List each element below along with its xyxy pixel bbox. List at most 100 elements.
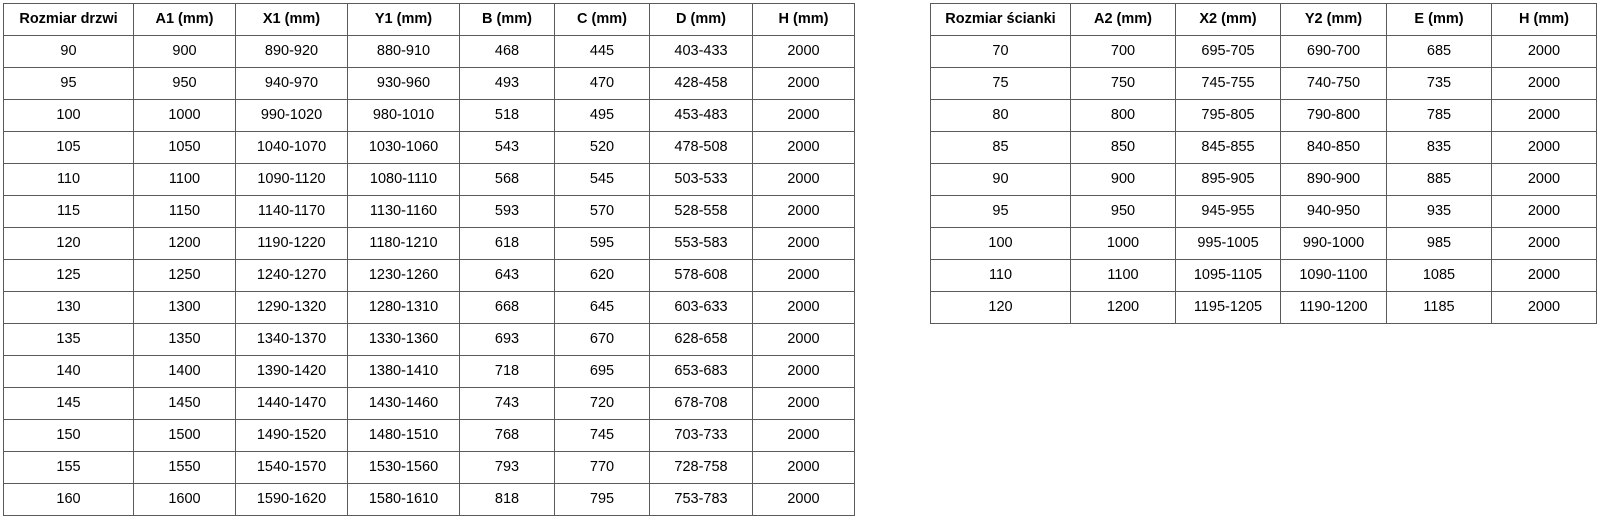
wall-table-row-cell: 985	[1386, 227, 1492, 260]
doors-table-row-cell: 1350	[133, 323, 236, 356]
doors-table-row-cell: 545	[554, 163, 650, 196]
doors-header-cell-5: C (mm)	[554, 3, 650, 36]
wall-table-row-cell: 1090-1100	[1280, 259, 1387, 292]
doors-header-cell-7: H (mm)	[752, 3, 855, 36]
doors-table-row-cell: 90	[3, 35, 134, 68]
doors-table-row-cell: 618	[459, 227, 555, 260]
doors-table-row-cell: 2000	[752, 195, 855, 228]
doors-table-row-cell: 2000	[752, 451, 855, 484]
wall-table-row-cell: 740-750	[1280, 67, 1387, 100]
doors-table-row-cell: 793	[459, 451, 555, 484]
doors-table-row-cell: 668	[459, 291, 555, 324]
wall-panel-size-specification-table: Rozmiar ścianki A2 (mm) X2 (mm) Y2 (mm) E (m…	[930, 3, 1597, 324]
wall-header-cell-1: A2 (mm)	[1070, 3, 1176, 36]
doors-table-row-cell: 2000	[752, 163, 855, 196]
wall-table-row-cell: 750	[1070, 67, 1176, 100]
doors-table-row-cell: 620	[554, 259, 650, 292]
wall-table-row-cell: 785	[1386, 99, 1492, 132]
doors-table-row-cell: 1540-1570	[235, 451, 348, 484]
doors-table-row-cell: 595	[554, 227, 650, 260]
doors-table-row-cell: 2000	[752, 227, 855, 260]
wall-table-row-cell: 2000	[1491, 35, 1597, 68]
doors-table-row-cell: 745	[554, 419, 650, 452]
doors-table-row: 135 1350 1340-1370 1330-1360 693 670 628-658 20…	[3, 323, 855, 356]
doors-table-row-cell: 1140-1170	[235, 195, 348, 228]
doors-table-row-cell: 1130-1160	[347, 195, 460, 228]
wall-table-row-cell: 800	[1070, 99, 1176, 132]
doors-table-row-cell: 1440-1470	[235, 387, 348, 420]
doors-table-row-cell: 110	[3, 163, 134, 196]
wall-table-row-cell: 1085	[1386, 259, 1492, 292]
wall-table-row-cell: 2000	[1491, 227, 1597, 260]
doors-table-row-cell: 728-758	[649, 451, 753, 484]
doors-table-row-cell: 578-608	[649, 259, 753, 292]
wall-table-row-cell: 895-905	[1175, 163, 1281, 196]
doors-table-row: 95 950 940-970 930-960 493 470 428-458 2000	[3, 67, 855, 100]
doors-table-row-cell: 1430-1460	[347, 387, 460, 420]
wall-table-row: 95 950 945-955 940-950 935 2000	[930, 195, 1597, 228]
doors-table-row: 145 1450 1440-1470 1430-1460 743 720 678-708 20…	[3, 387, 855, 420]
doors-table-row-cell: 643	[459, 259, 555, 292]
wall-table-row-cell: 900	[1070, 163, 1176, 196]
doors-table-row-cell: 1500	[133, 419, 236, 452]
wall-table-row-cell: 1190-1200	[1280, 291, 1387, 324]
doors-table-row-cell: 1040-1070	[235, 131, 348, 164]
wall-table-row-cell: 1100	[1070, 259, 1176, 292]
doors-table-row-cell: 753-783	[649, 483, 753, 516]
wall-header-row: Rozmiar ścianki A2 (mm) X2 (mm) Y2 (mm) E (m…	[930, 3, 1597, 36]
doors-table-row-cell: 2000	[752, 99, 855, 132]
doors-table-row-cell: 135	[3, 323, 134, 356]
wall-table-row-cell: 950	[1070, 195, 1176, 228]
doors-table-row-cell: 1600	[133, 483, 236, 516]
wall-table-row-cell: 945-955	[1175, 195, 1281, 228]
wall-table-row-cell: 2000	[1491, 67, 1597, 100]
doors-header-row: Rozmiar drzwi A1 (mm) X1 (mm) Y1 (mm) B (mm)…	[3, 3, 855, 36]
wall-table-row-cell: 845-855	[1175, 131, 1281, 164]
doors-table-row-cell: 890-920	[235, 35, 348, 68]
wall-table-row-cell: 935	[1386, 195, 1492, 228]
doors-table-row-cell: 930-960	[347, 67, 460, 100]
doors-table-row-cell: 678-708	[649, 387, 753, 420]
doors-table-row: 155 1550 1540-1570 1530-1560 793 770 728-758 20…	[3, 451, 855, 484]
doors-table-row-cell: 1100	[133, 163, 236, 196]
doors-table-row-cell: 980-1010	[347, 99, 460, 132]
doors-table-row-cell: 1180-1210	[347, 227, 460, 260]
wall-table-row-cell: 1095-1105	[1175, 259, 1281, 292]
doors-table-row-cell: 1340-1370	[235, 323, 348, 356]
wall-table-row-cell: 940-950	[1280, 195, 1387, 228]
wall-table-row: 110 1100 1095-1105 1090-1100 1085 2000	[930, 259, 1597, 292]
doors-table-row-cell: 95	[3, 67, 134, 100]
doors-table-row-cell: 1280-1310	[347, 291, 460, 324]
doors-table-row-cell: 445	[554, 35, 650, 68]
doors-table-row-cell: 543	[459, 131, 555, 164]
doors-table-row: 160 1600 1590-1620 1580-1610 818 795 753-783 20…	[3, 483, 855, 516]
wall-table-row-cell: 80	[930, 99, 1071, 132]
doors-header-cell-1: A1 (mm)	[133, 3, 236, 36]
wall-table-row-cell: 700	[1070, 35, 1176, 68]
wall-table-row-cell: 840-850	[1280, 131, 1387, 164]
wall-table-row-cell: 695-705	[1175, 35, 1281, 68]
doors-table-row-cell: 900	[133, 35, 236, 68]
wall-table-row-cell: 1185	[1386, 291, 1492, 324]
wall-table-row: 85 850 845-855 840-850 835 2000	[930, 131, 1597, 164]
doors-table-row-cell: 1200	[133, 227, 236, 260]
wall-table-row-cell: 995-1005	[1175, 227, 1281, 260]
wall-table-row-cell: 70	[930, 35, 1071, 68]
wall-header-cell-0: Rozmiar ścianki	[930, 3, 1071, 36]
doors-table-row-cell: 1230-1260	[347, 259, 460, 292]
door-size-specification-table: Rozmiar drzwi A1 (mm) X1 (mm) Y1 (mm) B (mm)…	[3, 3, 855, 516]
doors-table-row-cell: 768	[459, 419, 555, 452]
wall-table-row-cell: 795-805	[1175, 99, 1281, 132]
doors-table-row-cell: 160	[3, 483, 134, 516]
doors-table-row: 130 1300 1290-1320 1280-1310 668 645 603-633 20…	[3, 291, 855, 324]
wall-table-row-cell: 2000	[1491, 99, 1597, 132]
doors-table-row-cell: 570	[554, 195, 650, 228]
doors-table-row-cell: 493	[459, 67, 555, 100]
wall-table-row-cell: 1195-1205	[1175, 291, 1281, 324]
doors-table-row-cell: 743	[459, 387, 555, 420]
wall-table-row-cell: 2000	[1491, 291, 1597, 324]
doors-table-row-cell: 115	[3, 195, 134, 228]
doors-table-row-cell: 2000	[752, 387, 855, 420]
doors-table-row-cell: 1530-1560	[347, 451, 460, 484]
